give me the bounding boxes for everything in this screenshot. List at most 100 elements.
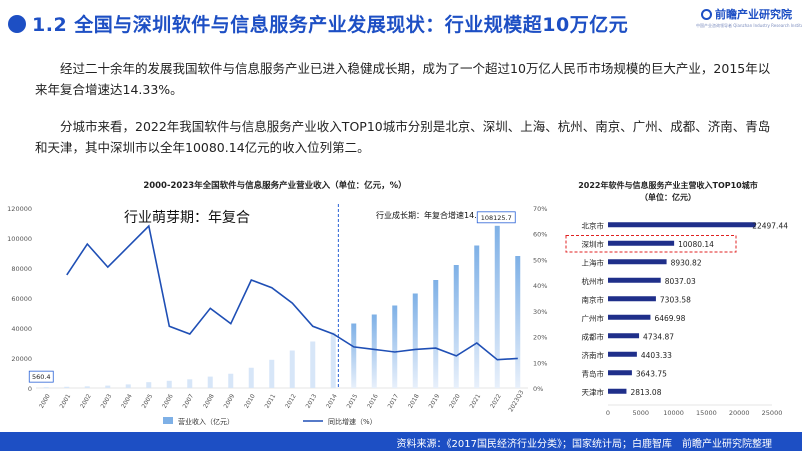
y-tick-left: 120000 <box>7 205 32 213</box>
y-tick-right: 20% <box>533 334 547 342</box>
city-bar <box>608 222 756 228</box>
revenue-bar <box>146 382 152 388</box>
city-value-label: 22497.44 <box>752 221 788 230</box>
x-tick-label: 2009 <box>223 393 237 410</box>
city-bar <box>608 351 637 357</box>
revenue-bar <box>310 341 316 388</box>
x-tick-label: 2016 <box>366 393 380 410</box>
growth-rate-line <box>66 224 518 361</box>
x-tick-label: 2013 <box>305 393 319 410</box>
first-value-box <box>28 370 54 383</box>
y-tick-right: 30% <box>533 308 547 316</box>
top10-cities-chart: 2022年软件与信息服务产业主营收入TOP10城市 （单位：亿元） 北京市 22497… <box>560 172 802 432</box>
chart-title: 2000-2023年全国软件与信息服务产业营业收入（单位：亿元，%） <box>143 180 406 191</box>
revenue-bar <box>84 386 90 388</box>
revenue-bar <box>248 367 254 388</box>
x-tick-label: 2021 <box>469 393 483 410</box>
first-value-label: 560.4 <box>32 373 51 381</box>
city-value-label: 6469.98 <box>654 314 685 323</box>
y-tick-left: 0 <box>28 385 32 393</box>
city-label: 成都市 <box>582 331 605 341</box>
city-label: 南京市 <box>582 294 605 304</box>
x-tick-label: 10000 <box>663 409 684 417</box>
x-tick-label: 2001 <box>59 393 73 410</box>
city-paragraph: 分城市来看，2022年我国软件与信息服务产业收入TOP10城市分别是北京、深圳、… <box>35 119 771 155</box>
x-tick-label: 0 <box>606 409 610 417</box>
intro-paragraph: 经过二十余年的发展我国软件与信息服务产业已进入稳健成长期，成为了一个超过10万亿… <box>35 61 771 97</box>
city-value-label: 4403.33 <box>641 351 672 360</box>
peak-value-box <box>476 211 516 224</box>
header-bullet <box>8 15 26 33</box>
city-value-label: 4734.87 <box>643 332 674 341</box>
revenue-bar <box>43 387 49 389</box>
x-tick-label: 2023Q3 <box>507 389 525 413</box>
x-tick-label: 2015 <box>346 393 360 410</box>
revenue-bar <box>187 379 193 388</box>
y-tick-left: 80000 <box>11 265 32 273</box>
revenue-bar <box>228 373 234 388</box>
city-value-label: 8037.03 <box>665 277 696 286</box>
city-bar <box>608 388 627 394</box>
city-value-label: 8930.82 <box>671 258 702 267</box>
x-tick-label: 2002 <box>79 393 93 410</box>
y-tick-right: 70% <box>533 205 547 213</box>
page-title: 1.2 全国与深圳软件与信息服务产业发展现状：行业规模超10万亿元 <box>32 14 629 36</box>
y-tick-right: 60% <box>533 231 547 239</box>
y-tick-left: 100000 <box>7 235 32 243</box>
x-tick-label: 2020 <box>448 393 462 410</box>
revenue-bar <box>125 384 131 388</box>
city-bar <box>608 370 632 376</box>
national-revenue-svg: 2000-2023年全国软件与信息服务产业营业收入（单位：亿元，%）020000… <box>7 180 547 426</box>
footer-bar: 资料来源：《2017国民经济行业分类》；国家统计局；白鹿智库 前瞻产业研究院整理 <box>0 432 802 451</box>
brand-logo: 前瞻产业研究院 中国产业咨询领导者 Qianzhan Industry Rese… <box>696 6 802 29</box>
source-note: 资料来源：《2017国民经济行业分类》；国家统计局；白鹿智库 前瞻产业研究院整理 <box>396 439 772 450</box>
city-bar <box>608 259 667 265</box>
city-value-label: 3643.75 <box>636 369 667 378</box>
x-tick-label: 25000 <box>762 409 783 417</box>
x-tick-label: 2007 <box>182 393 196 410</box>
x-tick-label: 2006 <box>161 393 175 410</box>
city-label: 杭州市 <box>582 276 605 286</box>
city-label: 青岛市 <box>582 368 605 378</box>
top10-cities-svg: 2022年软件与信息服务产业主营收入TOP10城市 （单位：亿元） 北京市 22497… <box>565 180 788 417</box>
logo-text: 前瞻产业研究院 <box>715 8 792 21</box>
phase-annotation-right: 行业成长期：年复合增速14.33% <box>376 210 495 220</box>
x-tick-label: 20000 <box>729 409 750 417</box>
city-label: 北京市 <box>582 220 605 230</box>
x-tick-label: 5000 <box>633 409 650 417</box>
city-label: 天津市 <box>582 387 605 397</box>
phase-annotation-left: 行业萌芽期：年复合 <box>124 209 250 226</box>
city-bar <box>608 240 675 246</box>
revenue-bar <box>207 376 213 388</box>
logo-icon <box>701 8 712 20</box>
legend-bar-swatch <box>163 417 173 424</box>
revenue-bar <box>330 332 336 388</box>
chart-subtitle: （单位：亿元） <box>640 192 696 202</box>
header: 1.2 全国与深圳软件与信息服务产业发展现状：行业规模超10万亿元 前瞻产业研究… <box>0 0 802 52</box>
revenue-bar <box>64 386 70 388</box>
y-tick-right: 0% <box>533 385 543 393</box>
revenue-bar <box>494 225 500 388</box>
city-bar <box>608 296 656 302</box>
y-tick-right: 40% <box>533 282 547 290</box>
revenue-bar <box>269 359 275 388</box>
y-tick-right: 10% <box>533 359 547 367</box>
y-tick-left: 40000 <box>11 325 32 333</box>
city-label: 济南市 <box>582 350 605 360</box>
city-label: 广州市 <box>582 313 605 323</box>
x-tick-label: 2010 <box>243 393 257 410</box>
y-tick-right: 50% <box>533 256 547 264</box>
x-tick-label: 2008 <box>202 393 216 410</box>
x-tick-label: 2003 <box>100 393 114 410</box>
legend-line-label: 同比增速（%） <box>328 417 377 426</box>
revenue-bar <box>371 314 377 388</box>
revenue-bar <box>433 280 439 388</box>
peak-value-label: 108125.7 <box>481 214 512 222</box>
revenue-bar <box>515 256 521 388</box>
logo-subtitle: 中国产业咨询领导者 Qianzhan Industry Research Ins… <box>696 23 802 28</box>
y-tick-left: 60000 <box>11 295 32 303</box>
chart-title: 2022年软件与信息服务产业主营收入TOP10城市 <box>578 180 758 190</box>
x-tick-label: 2004 <box>120 393 134 410</box>
city-value-label: 7303.58 <box>660 295 691 304</box>
city-label: 深圳市 <box>582 239 605 249</box>
